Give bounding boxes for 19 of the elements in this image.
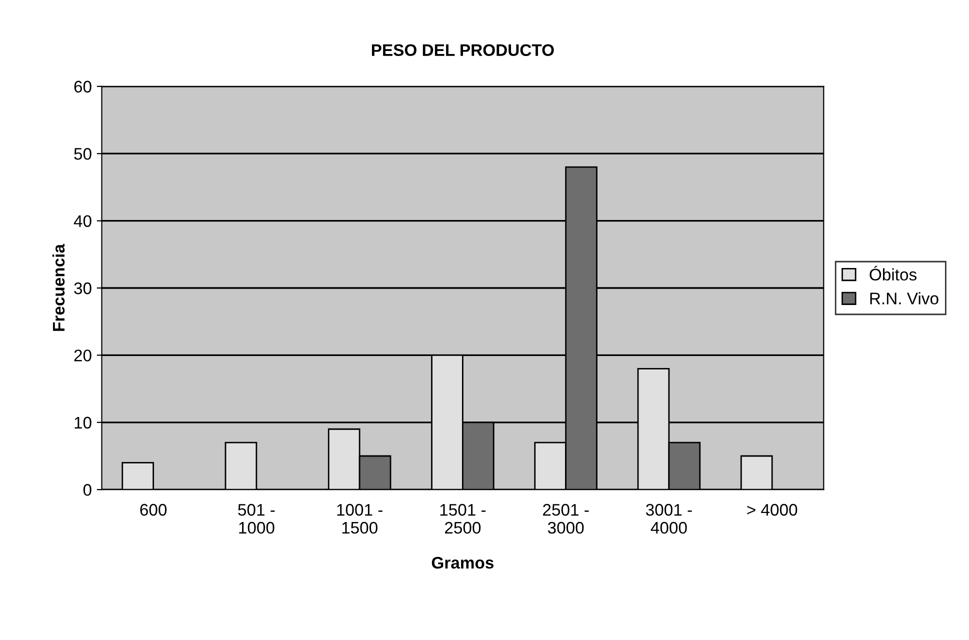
x-tick-label: 3001 - 4000 [646, 504, 692, 534]
x-tick-label: > 4000 [747, 504, 798, 516]
x-tick-label: 2501 - 3000 [543, 504, 589, 534]
legend-label: Óbitos [870, 266, 916, 281]
y-tick-label: 0 [83, 484, 92, 496]
y-axis-title: Frecuencia [52, 244, 65, 331]
y-tick-label: 60 [74, 80, 92, 93]
x-axis-title: Gramos [432, 556, 494, 569]
y-tick-label: 50 [74, 148, 92, 160]
x-tick-label: 1001 - 1500 [337, 504, 382, 534]
x-tick-label: 1501 - 2500 [440, 504, 486, 534]
x-tick-label: 600 [140, 504, 167, 516]
x-tick-label: 501 - 1000 [238, 504, 275, 534]
y-tick-label: 10 [74, 416, 92, 429]
y-tick-label: 40 [74, 215, 92, 228]
y-tick-label: 30 [74, 282, 92, 294]
chart-title: PESO DEL PRODUCTO [372, 44, 554, 56]
y-tick-label: 20 [74, 350, 92, 362]
legend-label: R.N. Vivo [870, 292, 938, 304]
